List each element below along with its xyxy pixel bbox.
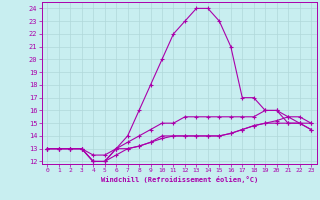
X-axis label: Windchill (Refroidissement éolien,°C): Windchill (Refroidissement éolien,°C) <box>100 176 258 183</box>
